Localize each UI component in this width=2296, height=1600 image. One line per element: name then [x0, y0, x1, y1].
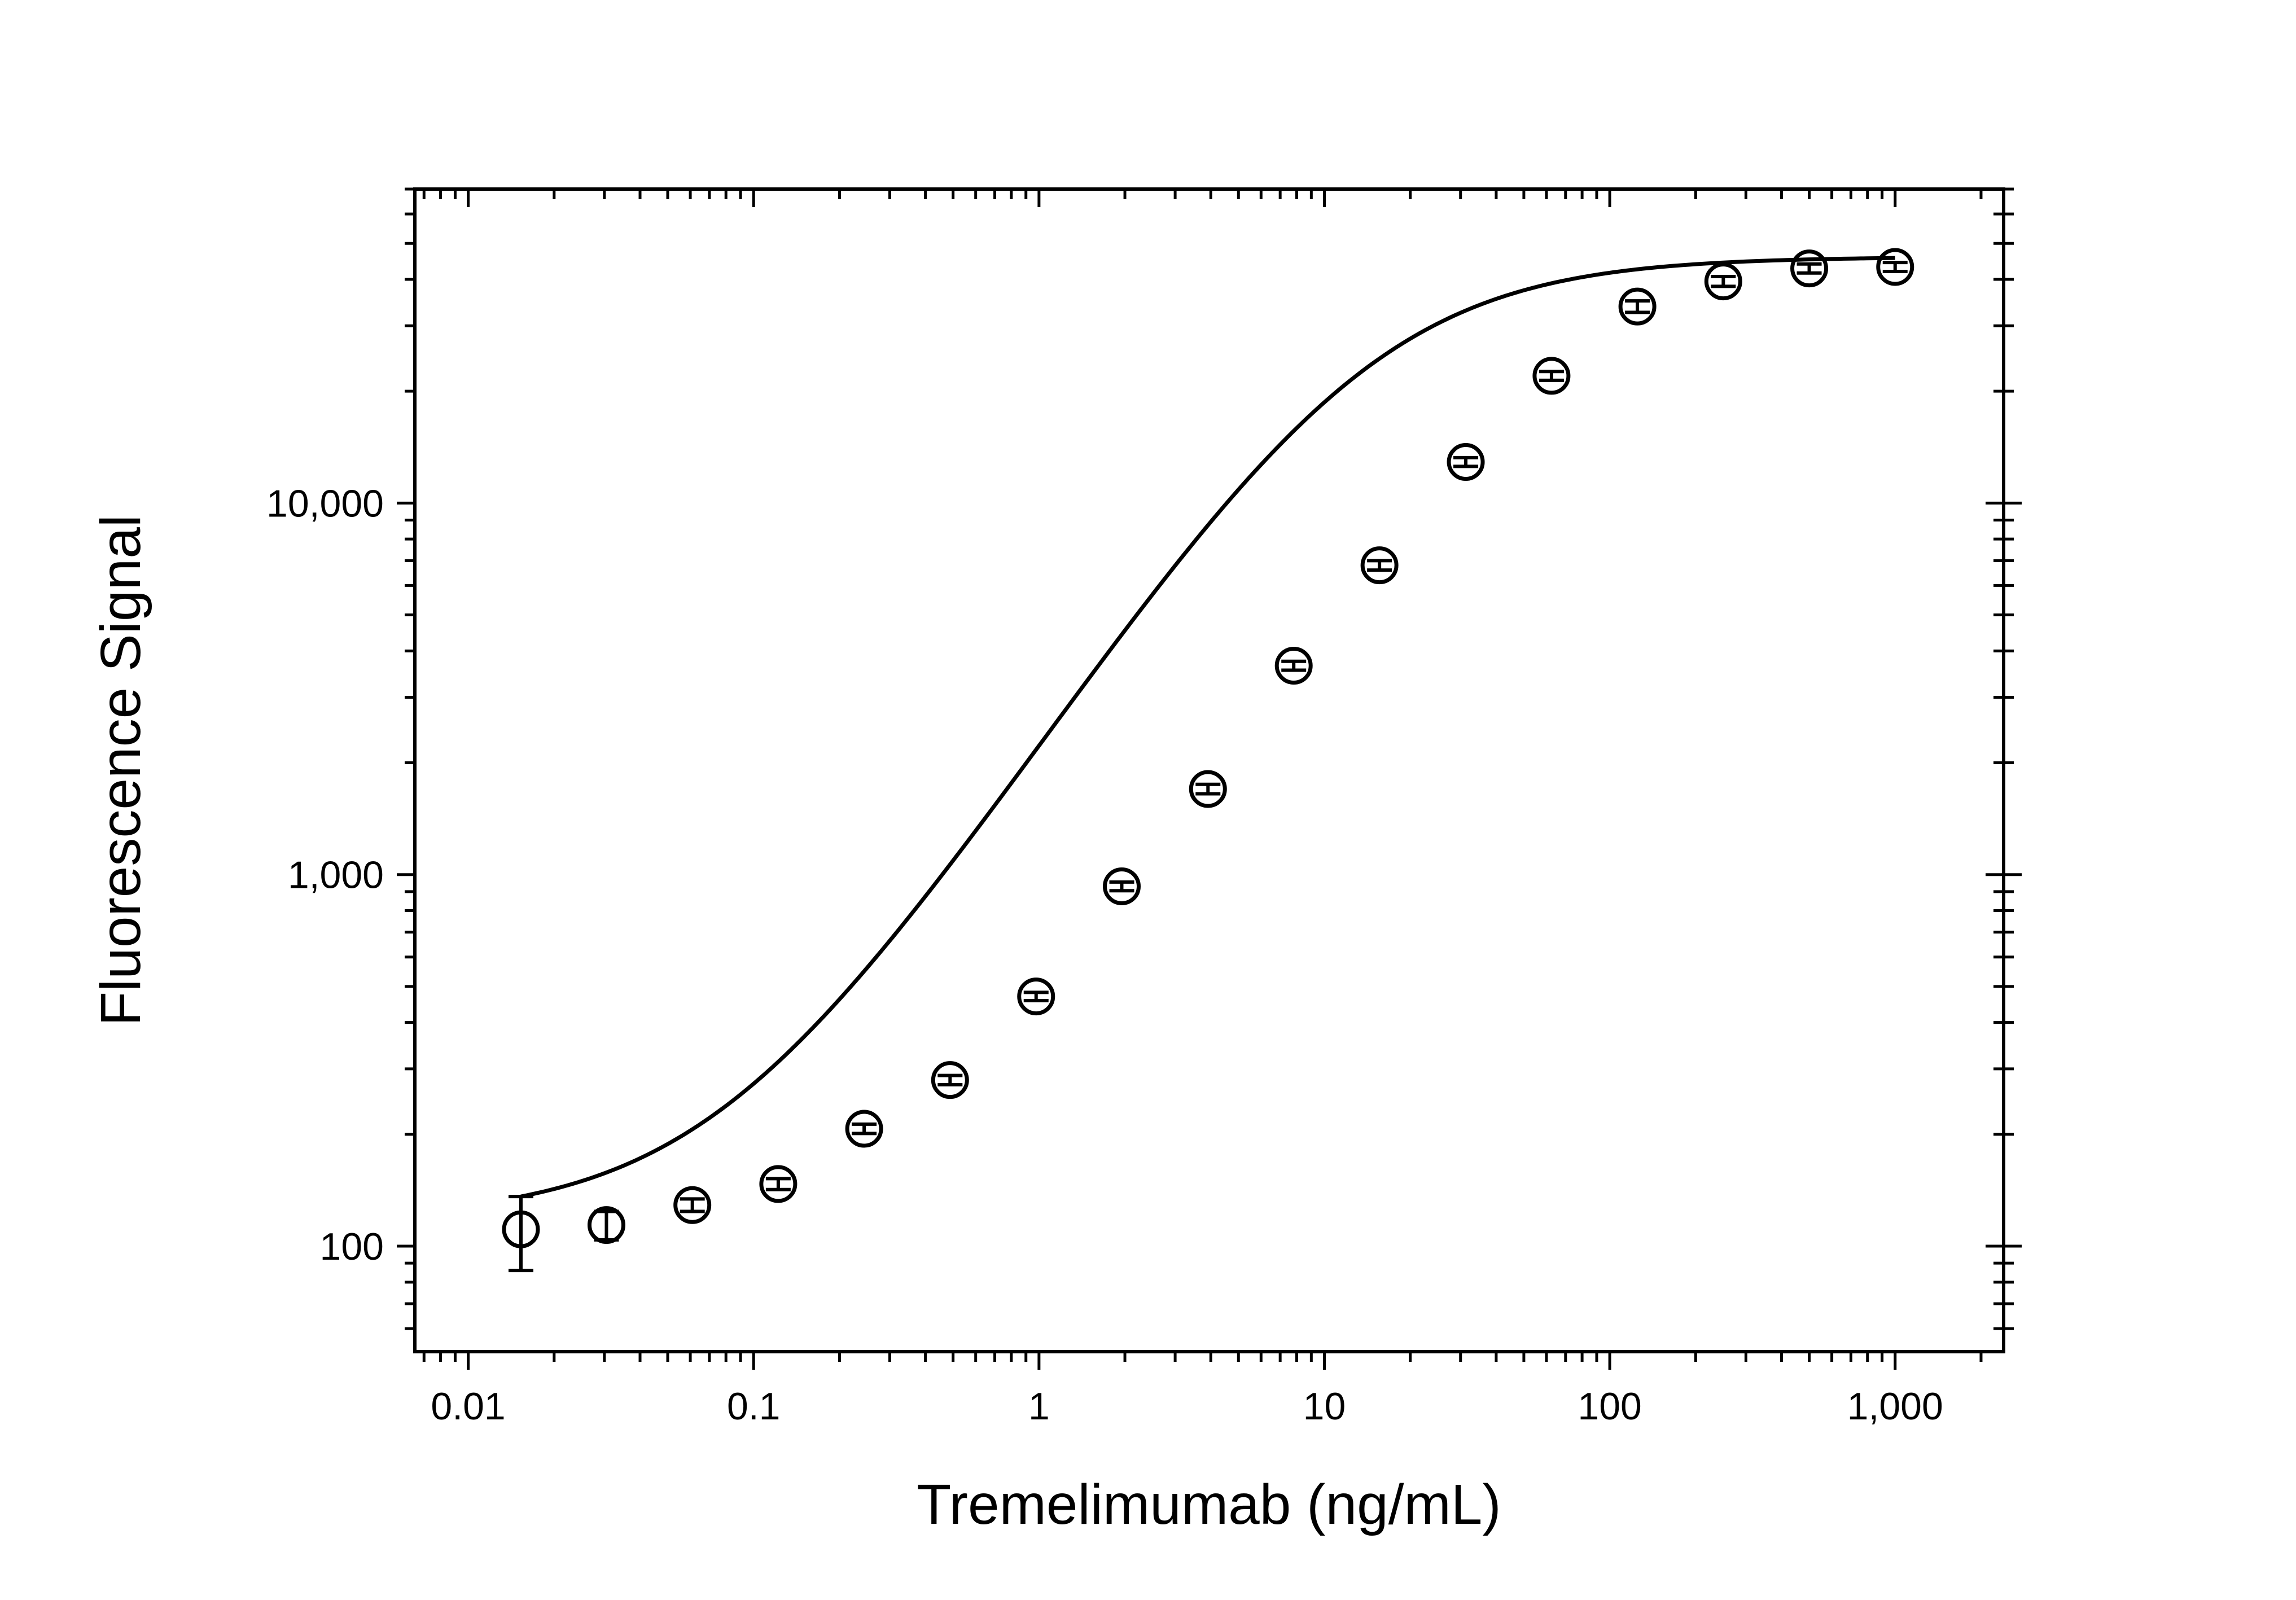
x-tick-label: 100 [1578, 1385, 1641, 1428]
x-tick-label: 1,000 [1847, 1385, 1943, 1428]
y-tick-label: 1,000 [288, 854, 384, 897]
y-tick-labels: 100 1,000 10,000 [266, 482, 384, 1268]
point-marker [759, 1165, 798, 1203]
point-marker [1790, 249, 1829, 288]
data-point [502, 1195, 540, 1273]
point-marker [1704, 262, 1742, 301]
x-tick-label: 0.01 [431, 1385, 505, 1428]
x-tick-label: 10 [1303, 1385, 1346, 1428]
point-marker [1017, 977, 1055, 1016]
point-marker [1274, 647, 1313, 685]
point-marker [1618, 287, 1657, 326]
point-marker [1447, 443, 1485, 481]
data-point [1017, 977, 1055, 1016]
y-axis-title: Fluorescence Signal [89, 515, 152, 1026]
data-point [1790, 249, 1829, 288]
point-marker [587, 1206, 625, 1244]
y-tick-label: 100 [320, 1225, 384, 1268]
data-point [845, 1110, 883, 1148]
data-points [502, 248, 1914, 1273]
y-tick-label: 10,000 [266, 482, 384, 525]
x-tick-label: 1 [1028, 1385, 1050, 1428]
x-tick-labels: 0.01 0.1 1 10 100 1,000 [431, 1385, 1943, 1428]
data-point [1274, 647, 1313, 685]
data-point [1532, 357, 1571, 395]
point-marker [1360, 546, 1399, 585]
axis-ticks [397, 187, 2022, 1370]
plot-frame [413, 187, 2005, 1353]
point-marker [1876, 248, 1914, 286]
data-point [1447, 443, 1485, 481]
point-marker [673, 1186, 712, 1224]
point-marker [502, 1210, 540, 1248]
data-point [587, 1206, 625, 1244]
data-point [1360, 546, 1399, 585]
point-marker [931, 1061, 969, 1099]
x-axis-title: Tremelimumab (ng/mL) [917, 1473, 1501, 1536]
data-point [1189, 770, 1227, 808]
data-point [1704, 262, 1742, 301]
point-marker [1532, 357, 1571, 395]
point-marker [1189, 770, 1227, 808]
point-marker [1103, 867, 1141, 905]
data-point [1876, 248, 1914, 286]
data-point [759, 1165, 798, 1203]
data-point [1103, 867, 1141, 905]
data-point [673, 1186, 712, 1224]
x-tick-label: 0.1 [727, 1385, 781, 1428]
data-point [931, 1061, 969, 1099]
data-point [1618, 287, 1657, 326]
point-marker [845, 1110, 883, 1148]
fit-curve [520, 256, 1895, 1199]
